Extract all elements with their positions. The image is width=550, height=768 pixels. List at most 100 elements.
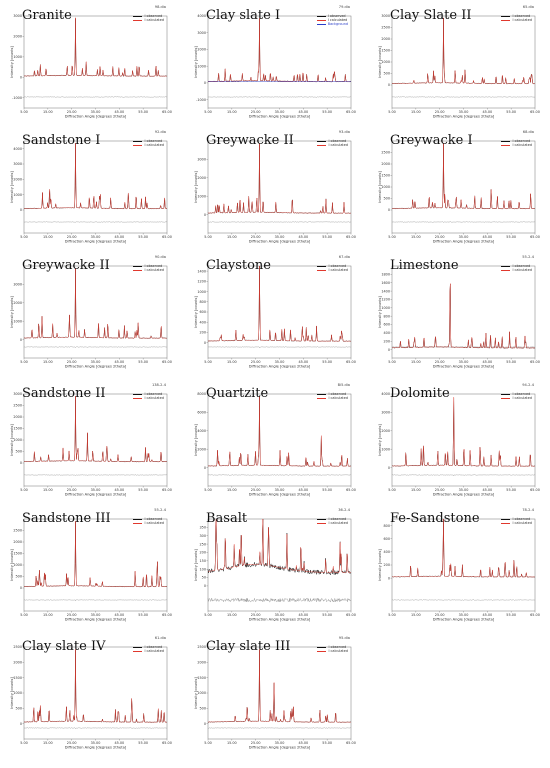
- y-tick-label: 0: [204, 466, 206, 470]
- legend-swatch: [317, 650, 327, 652]
- panel-file-label: 78-2-4: [522, 508, 534, 512]
- x-tick-label: 45.00: [298, 741, 308, 745]
- legend: I observed I calculated: [501, 264, 532, 272]
- x-tick-label: 45.00: [298, 613, 308, 617]
- x-tick-label: 65.00: [346, 360, 356, 364]
- legend-entry-calculated: I calculated: [133, 396, 164, 400]
- panel-title: Clay Slate II: [390, 8, 472, 23]
- x-tick-label: 55.00: [138, 741, 148, 745]
- legend-swatch: [317, 522, 327, 524]
- legend-swatch: [317, 140, 327, 142]
- legend-label: I observed: [328, 645, 347, 649]
- legend-swatch: [316, 15, 326, 17]
- x-tick-label: 45.00: [298, 488, 308, 492]
- x-tick-label: 35.00: [275, 741, 285, 745]
- x-tick-label: 5.00: [20, 488, 28, 492]
- legend: I observed I calculated: [317, 517, 348, 525]
- x-tick-label: 55.00: [506, 110, 516, 114]
- panel-title: Greywacke II: [22, 258, 110, 273]
- y-tick-label: 1500: [13, 427, 22, 431]
- legend-entry-observed: I observed: [317, 517, 348, 521]
- calculated-curve: [392, 142, 535, 210]
- legend: I observed I calculated: [133, 264, 164, 272]
- legend-entry-calculated: I calculated: [501, 521, 532, 525]
- legend-swatch: [133, 144, 143, 146]
- y-tick-label: 6000: [197, 411, 206, 415]
- y-tick-label: 0: [20, 461, 22, 465]
- y-axis-label: Intensity [counts]: [194, 296, 198, 328]
- calculated-curve: [392, 518, 535, 578]
- x-tick-label: 25.00: [251, 613, 261, 617]
- xrd-panel-15: Fe-Sandstone 78-2-4 I observed I calculated…: [376, 505, 542, 629]
- x-axis-label: Diffraction Angle [degrees 2theta]: [433, 618, 495, 622]
- x-tick-label: 15.00: [227, 360, 237, 364]
- y-axis-label: Intensity [counts]: [194, 677, 198, 709]
- y-tick-label: 3000: [13, 392, 22, 396]
- y-tick-label: 3000: [381, 14, 390, 18]
- y-tick-label: 0: [204, 341, 206, 345]
- legend-swatch: [133, 397, 143, 399]
- legend-label: I calculated: [512, 268, 532, 273]
- legend-swatch: [133, 650, 143, 652]
- legend-label: I observed: [144, 392, 163, 396]
- diffractogram: 5.00 15.00 25.00 35.00 45.00 55.00 65.00 Diffra…: [194, 392, 356, 496]
- legend-entry-calculated: I calculated: [317, 268, 348, 272]
- legend-label: I calculated: [512, 521, 532, 526]
- panel-file-label: 94-2-4: [522, 383, 534, 387]
- x-tick-label: 5.00: [204, 613, 212, 617]
- x-tick-label: 15.00: [43, 741, 53, 745]
- panel-title: Fe-Sandstone: [390, 511, 480, 526]
- legend-label: Background: [327, 22, 348, 27]
- xrd-panel-11: Quartzite Bi5.dia I observed I calculated 5.…: [192, 380, 358, 504]
- y-tick-label: 800: [200, 300, 206, 304]
- x-tick-label: 35.00: [459, 235, 469, 239]
- legend-entry-calculated: I calculated: [317, 143, 348, 147]
- diffractogram: 5.00 15.00 25.00 35.00 45.00 55.00 65.00 Diffra…: [10, 518, 172, 622]
- y-tick-label: 500: [16, 707, 22, 711]
- x-tick-label: 5.00: [204, 235, 212, 239]
- x-tick-label: 45.00: [114, 360, 124, 364]
- legend-label: I calculated: [328, 143, 348, 148]
- legend-entry-calculated: I calculated: [317, 649, 348, 653]
- legend-entry-observed: I observed: [316, 14, 348, 18]
- x-tick-label: 15.00: [411, 488, 421, 492]
- y-axis-label: Intensity [counts]: [10, 296, 14, 328]
- y-tick-label: 500: [16, 575, 22, 579]
- panel-file-label: 68.dia: [522, 130, 534, 134]
- panel-title: Claystone: [206, 258, 271, 273]
- difference-curve: [391, 474, 535, 477]
- x-tick-label: 45.00: [298, 110, 308, 114]
- legend-label: I calculated: [512, 143, 532, 148]
- y-tick-label: -1000: [196, 98, 206, 102]
- y-tick-label: 2000: [197, 447, 206, 451]
- y-tick-label: 200: [384, 339, 390, 343]
- legend-swatch: [501, 522, 511, 524]
- x-tick-label: 5.00: [204, 110, 212, 114]
- difference-curve: [391, 221, 535, 223]
- legend-label: I calculated: [512, 396, 532, 401]
- panel-file-label: 61.dia: [154, 636, 166, 640]
- y-axis-label: Intensity [counts]: [10, 549, 14, 581]
- y-axis-label: Intensity [counts]: [378, 549, 382, 581]
- y-tick-label: 0: [20, 208, 22, 212]
- y-tick-label: 400: [200, 320, 206, 324]
- plot-frame: [207, 646, 352, 740]
- x-tick-label: 25.00: [251, 488, 261, 492]
- legend: I observed I calculated: [133, 139, 164, 147]
- observed-curve: [207, 518, 351, 575]
- x-tick-label: 65.00: [162, 488, 172, 492]
- y-tick-label: 2000: [13, 35, 22, 39]
- panel-file-label: Bi5.dia: [337, 383, 350, 387]
- diffractogram: 5.00 15.00 25.00 35.00 45.00 55.00 65.00 Diffra…: [378, 518, 540, 622]
- y-tick-label: 600: [200, 310, 206, 314]
- x-tick-label: 65.00: [162, 110, 172, 114]
- legend-swatch: [317, 518, 327, 520]
- x-tick-label: 35.00: [91, 741, 101, 745]
- panel-file-label: 79.dia: [338, 5, 350, 9]
- legend-label: I calculated: [144, 143, 164, 148]
- y-axis-label: Intensity [counts]: [194, 171, 198, 203]
- legend-label: I observed: [144, 645, 163, 649]
- y-tick-label: 1000: [381, 447, 390, 451]
- y-tick-label: 600: [384, 323, 390, 327]
- plot-frame: [207, 265, 352, 359]
